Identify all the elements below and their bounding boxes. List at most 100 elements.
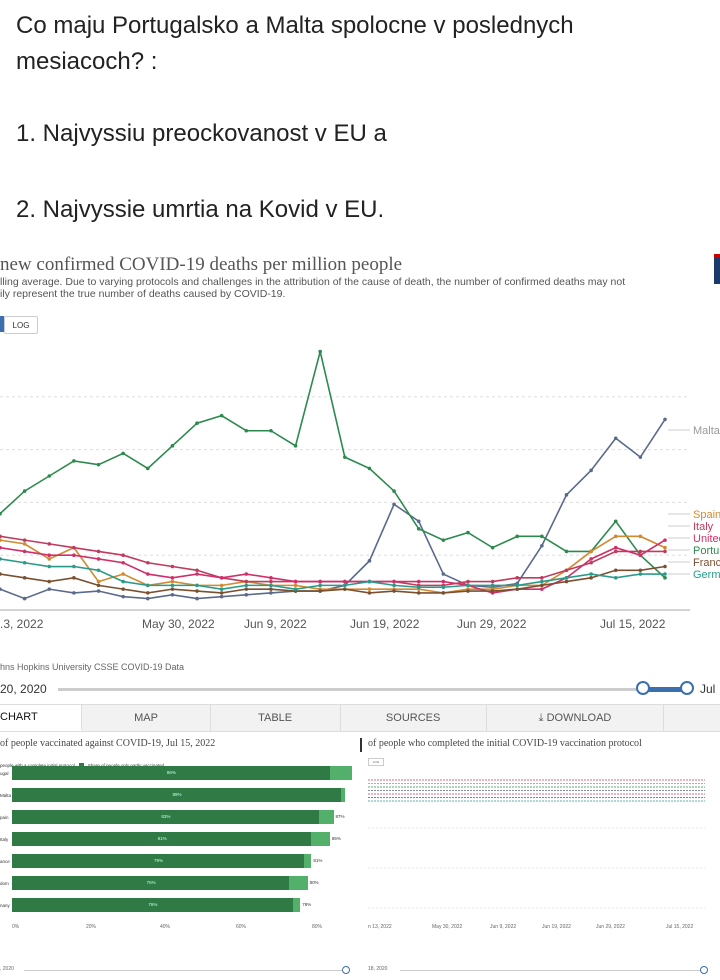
bar-row[interactable]: dom 75% 80% bbox=[0, 876, 355, 890]
x-tick-label: Jun 29, 2022 bbox=[596, 924, 625, 930]
data-point bbox=[47, 564, 52, 569]
data-point bbox=[96, 462, 101, 467]
data-point bbox=[638, 455, 643, 459]
data-point bbox=[121, 579, 125, 584]
data-point bbox=[0, 538, 2, 542]
data-point bbox=[47, 587, 52, 591]
tab-table[interactable]: TABLE bbox=[210, 705, 341, 731]
tab-sources[interactable]: SOURCES bbox=[340, 705, 487, 731]
data-point bbox=[343, 579, 347, 584]
data-point bbox=[244, 583, 249, 588]
owid-logo-icon bbox=[714, 254, 720, 284]
left-timeline-track[interactable] bbox=[24, 970, 342, 971]
bar-value: 75% bbox=[146, 880, 156, 885]
data-point bbox=[195, 572, 199, 576]
linear-toggle[interactable] bbox=[0, 316, 4, 332]
data-point bbox=[170, 576, 175, 580]
left-panel-title: of people vaccinated against COVID-19, J… bbox=[0, 738, 216, 749]
right-log-toggle[interactable]: LOG bbox=[368, 758, 384, 766]
data-point bbox=[638, 534, 643, 539]
post-line-2: 1. Najvyssiu preockovanost v EU a bbox=[16, 120, 387, 147]
timeline-start-handle[interactable] bbox=[636, 681, 650, 695]
data-point bbox=[72, 591, 76, 595]
series-line-france[interactable] bbox=[0, 565, 666, 594]
data-point bbox=[0, 572, 2, 576]
data-point bbox=[72, 564, 76, 569]
tab-download[interactable]: ⤓ DOWNLOAD bbox=[486, 705, 665, 731]
data-point bbox=[170, 593, 175, 597]
data-point bbox=[219, 583, 224, 588]
x-tick-label: May 30, 2022 bbox=[432, 924, 463, 930]
tab-map[interactable]: MAP bbox=[82, 705, 211, 731]
legend-label[interactable]: Spain bbox=[693, 509, 720, 521]
bar-row[interactable]: ugal 86% bbox=[0, 766, 355, 780]
bar-full bbox=[12, 788, 341, 802]
data-point bbox=[392, 489, 396, 493]
data-point bbox=[663, 576, 667, 580]
data-point bbox=[367, 587, 372, 591]
series-line-portugal[interactable] bbox=[0, 351, 666, 579]
data-point bbox=[47, 474, 52, 478]
data-point bbox=[195, 568, 199, 573]
left-timeline-handle[interactable] bbox=[342, 966, 350, 974]
data-point bbox=[318, 349, 322, 354]
data-point bbox=[613, 519, 618, 524]
data-point bbox=[343, 583, 347, 588]
data-point bbox=[416, 585, 421, 590]
data-point bbox=[72, 553, 76, 557]
right-timeline-track[interactable] bbox=[400, 970, 700, 971]
data-point bbox=[663, 545, 667, 550]
legend-label[interactable]: Franc bbox=[693, 557, 720, 569]
bar-country-label: ugal bbox=[0, 771, 9, 776]
series-line-spain[interactable] bbox=[0, 535, 666, 594]
legend-full-label: people with a complete initial protocol bbox=[0, 763, 75, 768]
data-point bbox=[293, 579, 298, 584]
data-point bbox=[269, 583, 273, 588]
bar-full bbox=[12, 810, 319, 824]
legend-label[interactable]: Malta bbox=[693, 425, 720, 437]
data-point bbox=[121, 587, 125, 591]
data-point bbox=[244, 579, 249, 584]
legend-label[interactable]: Unitec bbox=[693, 533, 720, 545]
data-point bbox=[540, 534, 544, 539]
legend-label[interactable]: Germ bbox=[693, 569, 720, 581]
data-point bbox=[367, 579, 372, 584]
bar-row[interactable]: nany 76% 78% bbox=[0, 898, 355, 912]
legend-label[interactable]: Italy bbox=[693, 521, 714, 533]
bar-total: 78% bbox=[302, 902, 312, 907]
right-timeline-handle[interactable] bbox=[700, 966, 708, 974]
data-point bbox=[170, 587, 175, 591]
data-point bbox=[195, 589, 199, 593]
bar-row[interactable]: Italy 81% 86% bbox=[0, 832, 355, 846]
left-panel-legend: people with a complete initial protocol … bbox=[0, 763, 355, 768]
data-point bbox=[0, 511, 2, 516]
data-point bbox=[121, 572, 125, 576]
data-point bbox=[22, 596, 27, 601]
timeline-end-handle[interactable] bbox=[680, 681, 694, 695]
data-point bbox=[589, 576, 593, 580]
bar-country-label: ance bbox=[0, 859, 10, 864]
bar-value: 76% bbox=[148, 902, 158, 907]
series-line-malta[interactable] bbox=[0, 418, 666, 600]
bar-total: 87% bbox=[335, 814, 345, 819]
bar-total: 81% bbox=[313, 858, 323, 863]
chart-subtitle: lling average. Due to varying protocols … bbox=[0, 276, 700, 300]
tab-chart[interactable]: CHART bbox=[0, 705, 83, 731]
data-point bbox=[145, 591, 150, 595]
data-point bbox=[638, 549, 643, 554]
bar-row[interactable]: Malta 89% bbox=[0, 788, 355, 802]
log-toggle[interactable]: LOG bbox=[4, 316, 38, 334]
data-point bbox=[22, 576, 27, 580]
data-point bbox=[564, 568, 569, 573]
data-point bbox=[441, 572, 446, 576]
bar-value: 83% bbox=[161, 814, 171, 819]
bar-row[interactable]: ance 79% 81% bbox=[0, 854, 355, 868]
tab-more[interactable] bbox=[664, 705, 720, 731]
series-line-germany[interactable] bbox=[0, 558, 665, 590]
bar-row[interactable]: pain 83% 87% bbox=[0, 810, 355, 824]
timeline-track[interactable] bbox=[58, 688, 678, 691]
timeline-selected-range bbox=[640, 687, 688, 692]
data-point bbox=[564, 576, 569, 580]
legend-label[interactable]: Portu bbox=[693, 545, 719, 557]
data-point bbox=[195, 421, 199, 425]
